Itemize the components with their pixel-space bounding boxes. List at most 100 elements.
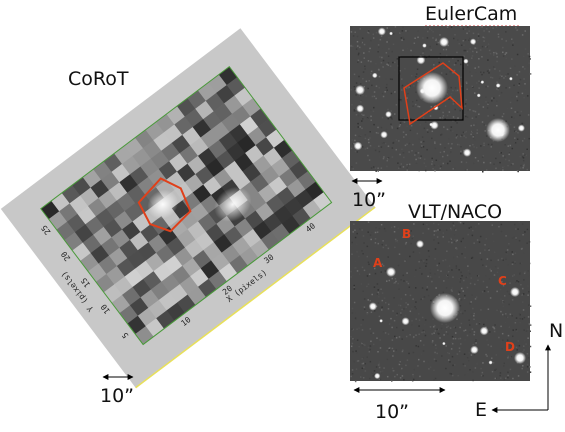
noise xyxy=(426,129,428,131)
noise xyxy=(518,313,521,315)
noise xyxy=(380,146,383,148)
noise xyxy=(447,266,449,268)
noise xyxy=(379,322,382,324)
noise xyxy=(422,350,425,352)
noise xyxy=(372,166,375,168)
noise xyxy=(439,34,441,36)
noise xyxy=(372,375,375,377)
noise xyxy=(427,250,430,252)
noise xyxy=(459,135,462,138)
noise xyxy=(529,366,531,368)
noise xyxy=(436,264,439,267)
noise xyxy=(458,144,461,146)
noise xyxy=(370,72,372,75)
noise xyxy=(367,346,370,349)
noise xyxy=(351,139,354,141)
noise xyxy=(402,49,404,52)
noise xyxy=(393,113,396,115)
noise xyxy=(396,58,399,60)
noise xyxy=(433,27,435,29)
noise xyxy=(449,239,451,241)
noise xyxy=(419,157,422,159)
noise xyxy=(517,345,520,347)
noise xyxy=(385,86,388,89)
noise xyxy=(502,166,504,169)
noise xyxy=(431,280,433,283)
noise xyxy=(440,134,442,136)
star xyxy=(480,80,485,84)
noise xyxy=(411,149,413,152)
noise xyxy=(363,57,366,59)
star xyxy=(389,31,393,36)
noise xyxy=(374,231,377,234)
noise xyxy=(412,235,415,238)
noise xyxy=(375,62,377,65)
noise xyxy=(392,310,394,312)
noise xyxy=(475,146,478,149)
frame-edge xyxy=(135,206,376,389)
noise xyxy=(410,125,413,127)
noise xyxy=(373,310,376,312)
noise xyxy=(516,99,519,102)
noise xyxy=(496,60,498,63)
noise xyxy=(434,248,437,250)
noise xyxy=(513,274,516,276)
noise xyxy=(468,352,470,354)
noise xyxy=(487,143,490,146)
noise xyxy=(473,242,475,244)
noise xyxy=(367,87,369,90)
eulercam-scale: 10” xyxy=(352,189,386,211)
noise xyxy=(432,222,435,225)
noise xyxy=(423,360,425,363)
noise xyxy=(375,85,378,87)
noise xyxy=(374,149,377,152)
noise xyxy=(350,166,353,168)
noise xyxy=(447,325,449,328)
noise xyxy=(427,294,430,297)
noise xyxy=(454,120,457,122)
noise xyxy=(520,262,523,265)
noise xyxy=(442,291,445,294)
noise xyxy=(397,282,399,285)
noise xyxy=(469,144,471,147)
noise xyxy=(523,279,525,281)
noise xyxy=(427,275,429,278)
noise xyxy=(366,245,369,248)
noise xyxy=(528,62,530,64)
noise xyxy=(454,332,457,334)
noise xyxy=(386,350,388,352)
noise xyxy=(375,97,377,100)
noise xyxy=(386,89,389,91)
noise xyxy=(362,94,364,96)
noise xyxy=(525,154,527,157)
noise xyxy=(382,246,385,249)
star xyxy=(509,76,513,81)
noise xyxy=(465,81,468,83)
noise xyxy=(421,287,424,289)
noise xyxy=(501,281,503,283)
noise xyxy=(415,158,417,161)
noise xyxy=(518,344,521,347)
noise xyxy=(402,221,405,223)
noise xyxy=(385,128,388,131)
noise xyxy=(470,226,472,228)
noise xyxy=(473,331,476,333)
noise xyxy=(521,294,523,296)
star xyxy=(356,104,365,113)
bright-star xyxy=(416,240,424,248)
noise xyxy=(404,67,406,70)
noise xyxy=(427,360,430,363)
noise xyxy=(448,241,450,243)
noise xyxy=(518,84,520,86)
noise xyxy=(364,344,366,346)
noise xyxy=(506,249,509,251)
noise xyxy=(516,138,519,140)
noise xyxy=(446,26,449,28)
noise xyxy=(500,343,502,345)
noise xyxy=(449,71,452,73)
noise xyxy=(467,371,469,374)
noise xyxy=(509,368,512,371)
noise xyxy=(380,223,383,226)
noise xyxy=(505,40,508,42)
noise xyxy=(484,130,486,132)
